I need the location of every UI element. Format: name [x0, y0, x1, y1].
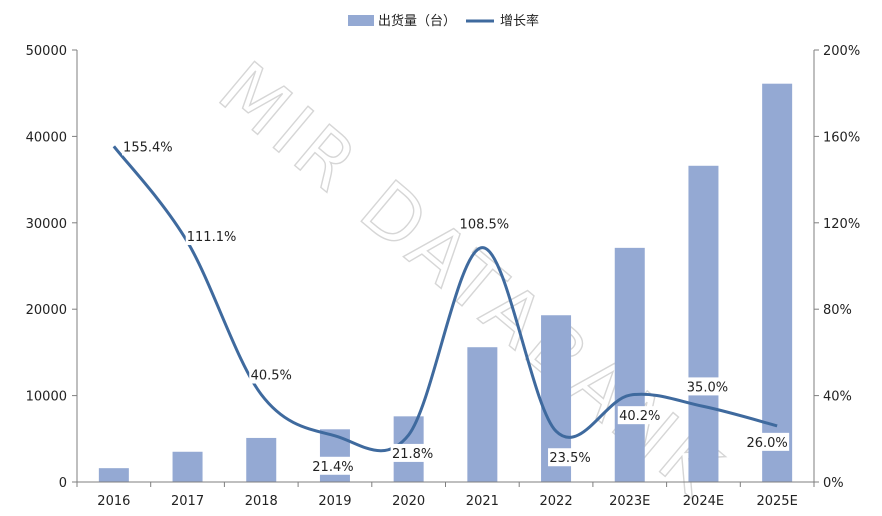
- data-labels: 155.4% 111.1% 40.5% 21.4% 21.8% 108.5% 23.5% 40…: [122, 137, 790, 475]
- legend: 出货量（台） 增长率: [348, 13, 539, 29]
- data-label-text: 26.0%: [746, 436, 787, 451]
- axes: 0 10000 20000 30000 40000 50000 0% 40% 80% 120% 16…: [26, 44, 861, 509]
- x-tick-label: 2016: [97, 494, 130, 509]
- bar-2016: [98, 468, 129, 482]
- right-tick-label: 200%: [823, 44, 860, 59]
- data-label-text: 40.2%: [619, 409, 660, 424]
- x-tick-label: 2020: [392, 494, 425, 509]
- right-tick-label: 120%: [823, 217, 860, 232]
- left-tick-label: 30000: [26, 217, 67, 232]
- bar-2018: [246, 437, 277, 482]
- legend-bar-label: 出货量（台）: [378, 13, 456, 29]
- legend-line-label: 增长率: [500, 13, 539, 29]
- data-label-2020: 21.8%: [390, 443, 435, 462]
- x-tick-label: 2021: [466, 494, 499, 509]
- x-tick-label: 2018: [245, 494, 278, 509]
- data-label-2023E: 40.2%: [617, 406, 662, 425]
- data-label-text: 108.5%: [460, 218, 510, 233]
- data-label-text: 21.8%: [392, 447, 433, 462]
- data-label-2016: 155.4%: [122, 137, 174, 156]
- data-label-2022: 23.5%: [548, 448, 593, 467]
- data-label-2025E: 26.0%: [745, 432, 790, 451]
- left-tick-label: 50000: [26, 44, 67, 59]
- data-label-2024E: 35.0%: [685, 377, 730, 396]
- left-tick-label: 10000: [26, 390, 67, 405]
- bar-2017: [172, 451, 203, 482]
- x-tick-label: 2023E: [609, 494, 650, 509]
- right-tick-label: 0%: [823, 476, 844, 491]
- bar-2025E: [762, 83, 793, 483]
- data-label-2018: 40.5%: [249, 365, 294, 384]
- data-label-text: 111.1%: [187, 230, 237, 245]
- left-tick-label: 0: [59, 476, 67, 491]
- data-label-text: 35.0%: [687, 380, 728, 395]
- x-tick-label: 2025E: [756, 494, 797, 509]
- legend-bar-swatch: [348, 15, 374, 26]
- right-tick-label: 40%: [823, 390, 852, 405]
- bar-2023E: [614, 247, 645, 482]
- x-tick-label: 2017: [171, 494, 204, 509]
- data-label-text: 40.5%: [251, 369, 292, 384]
- right-tick-label: 160%: [823, 130, 860, 145]
- data-label-2021: 108.5%: [458, 214, 511, 233]
- data-label-2017: 111.1%: [185, 227, 238, 246]
- data-label-text: 155.4%: [123, 140, 173, 155]
- bar-2021: [467, 347, 498, 482]
- right-tick-label: 80%: [823, 303, 852, 318]
- x-tick-label: 2019: [318, 494, 351, 509]
- growth-line: [112, 145, 778, 453]
- data-label-text: 21.4%: [312, 460, 353, 475]
- x-tick-label: 2024E: [683, 494, 724, 509]
- data-label-text: 23.5%: [549, 451, 590, 466]
- left-tick-label: 40000: [26, 130, 67, 145]
- bar-2024E: [688, 165, 719, 482]
- left-tick-label: 20000: [26, 303, 67, 318]
- data-label-2019: 21.4%: [310, 456, 355, 475]
- x-tick-label: 2022: [540, 494, 573, 509]
